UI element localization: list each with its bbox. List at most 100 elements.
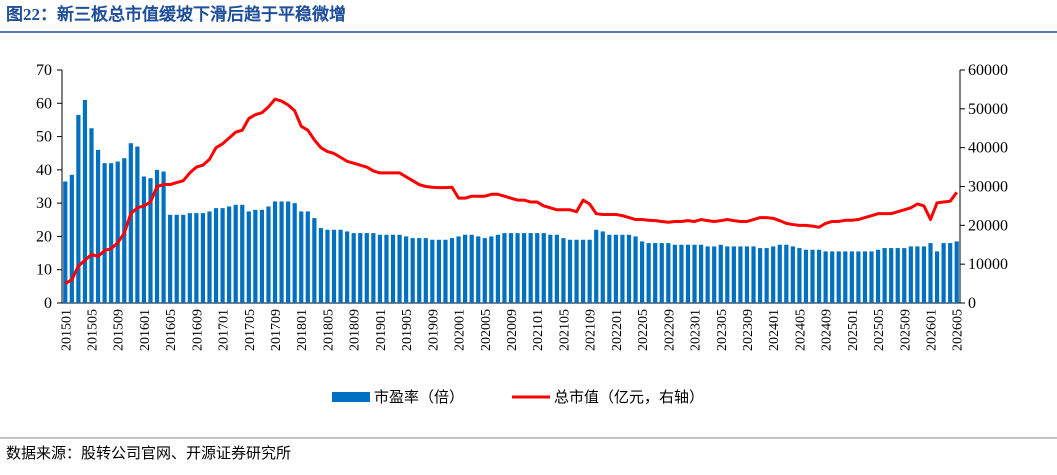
bar xyxy=(869,251,874,303)
y-tick-label: 70 xyxy=(36,62,52,79)
x-tick-label: 202005 xyxy=(479,309,494,351)
bar xyxy=(830,251,835,303)
bar xyxy=(508,233,514,303)
bar xyxy=(246,211,251,303)
x-tick-label: 201605 xyxy=(164,309,179,351)
bar xyxy=(522,233,527,303)
bar xyxy=(141,176,147,303)
legend-label: 市盈率（倍） xyxy=(374,389,464,406)
bar xyxy=(161,171,166,303)
x-tick-label: 202401 xyxy=(767,309,782,351)
x-tick-label: 201505 xyxy=(85,309,100,351)
x-tick-label: 202309 xyxy=(741,309,756,351)
bar xyxy=(948,243,953,303)
bar xyxy=(777,244,782,303)
bar xyxy=(358,233,363,303)
bar xyxy=(266,206,271,303)
bar xyxy=(469,234,474,303)
bar xyxy=(463,234,468,303)
bar xyxy=(423,238,428,303)
bar xyxy=(331,229,337,303)
bar xyxy=(666,243,671,303)
bar xyxy=(69,174,74,303)
bar xyxy=(259,209,265,303)
bar xyxy=(764,248,769,303)
x-tick-label: 201709 xyxy=(269,309,284,351)
bar xyxy=(194,213,199,303)
x-tick-label: 202505 xyxy=(872,309,887,351)
bar xyxy=(417,238,422,303)
y2-tick-label: 60000 xyxy=(968,62,1008,79)
legend-swatch xyxy=(332,392,370,402)
bar xyxy=(862,251,868,303)
bar xyxy=(305,211,310,303)
bar xyxy=(233,204,238,303)
bar xyxy=(561,238,566,303)
x-tick-label: 201901 xyxy=(374,309,389,351)
x-tick-label: 202601 xyxy=(925,309,940,351)
bar xyxy=(554,234,559,303)
bar xyxy=(915,246,920,303)
x-tick-label: 201809 xyxy=(348,309,363,351)
bar xyxy=(751,246,756,303)
bar xyxy=(495,234,500,303)
x-tick-label: 201909 xyxy=(426,309,441,351)
bar xyxy=(908,246,913,303)
y-tick-label: 60 xyxy=(36,95,52,112)
bar xyxy=(436,239,441,303)
x-tick-label: 202201 xyxy=(610,309,625,351)
x-tick-label: 202109 xyxy=(584,309,599,351)
bar xyxy=(784,244,789,303)
bar xyxy=(548,234,553,303)
legend-label: 总市值（亿元，右轴） xyxy=(554,389,704,406)
bar xyxy=(600,231,605,303)
bar xyxy=(581,239,586,303)
bar xyxy=(364,233,369,303)
bar xyxy=(790,246,795,303)
bar xyxy=(954,241,959,303)
bar xyxy=(384,234,389,303)
x-tick-label: 201501 xyxy=(59,309,74,351)
bar xyxy=(148,178,153,303)
bar xyxy=(659,243,664,303)
bar xyxy=(338,229,343,303)
x-tick-label: 201905 xyxy=(400,309,415,351)
bar xyxy=(653,243,658,303)
bar xyxy=(685,244,691,303)
bar xyxy=(567,239,573,303)
bar xyxy=(816,249,822,303)
bar xyxy=(712,246,717,303)
bar xyxy=(836,251,841,303)
line xyxy=(64,97,958,285)
bar xyxy=(404,236,409,303)
x-tick-label: 202605 xyxy=(951,309,966,351)
x-tick-label: 201509 xyxy=(112,309,127,351)
bar xyxy=(174,214,179,303)
bar xyxy=(541,233,546,303)
bar xyxy=(889,248,894,303)
bar xyxy=(371,233,376,303)
bar xyxy=(299,211,304,303)
x-tick-label: 202305 xyxy=(715,309,730,351)
bar xyxy=(639,241,645,303)
bar xyxy=(738,246,743,303)
bar xyxy=(377,234,383,303)
bar xyxy=(430,239,435,303)
bar xyxy=(797,248,802,303)
x-tick-label: 201801 xyxy=(295,309,310,351)
y2-tick-label: 10000 xyxy=(968,256,1008,273)
bar xyxy=(351,233,356,303)
bar xyxy=(168,214,173,303)
bar xyxy=(220,208,225,303)
y-tick-label: 20 xyxy=(36,228,52,245)
bar xyxy=(89,128,94,303)
bar xyxy=(698,244,704,303)
bar xyxy=(771,246,776,303)
bar xyxy=(240,204,245,303)
bar xyxy=(286,201,291,303)
bar xyxy=(731,246,736,303)
bar xyxy=(76,114,81,303)
bar xyxy=(318,228,324,303)
bar xyxy=(646,243,651,303)
